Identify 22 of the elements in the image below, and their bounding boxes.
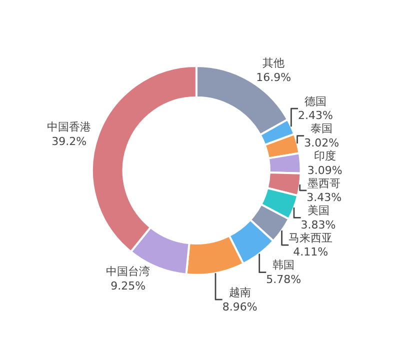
slice-label: 德国 xyxy=(304,94,326,108)
slice-label: 韩国 xyxy=(272,258,295,272)
slice-label: 中国香港 xyxy=(47,120,92,134)
data-label: 3.83% xyxy=(300,218,336,232)
data-label: 2.43% xyxy=(298,109,333,122)
data-label: 8.96% xyxy=(222,300,258,314)
data-label: 39.2% xyxy=(52,134,87,148)
data-label: 3.43% xyxy=(306,191,342,204)
slice-label: 马来西亚 xyxy=(288,231,333,244)
slice-label: 印度 xyxy=(314,149,336,162)
slice-label: 泰国 xyxy=(310,122,333,136)
slice-label: 中国台湾 xyxy=(106,265,150,278)
data-label: 9.25% xyxy=(110,279,146,292)
data-label: 5.78% xyxy=(266,272,302,286)
data-label: 4.11% xyxy=(293,246,328,259)
data-label: 3.02% xyxy=(304,136,340,150)
slice-label: 越南 xyxy=(228,286,251,299)
slice-label: 其他 xyxy=(262,56,285,70)
data-label: 16.9% xyxy=(256,70,292,84)
slice-label: 墨西哥 xyxy=(308,176,341,190)
slice-label: 美国 xyxy=(307,204,330,218)
data-label: 3.09% xyxy=(307,164,342,177)
